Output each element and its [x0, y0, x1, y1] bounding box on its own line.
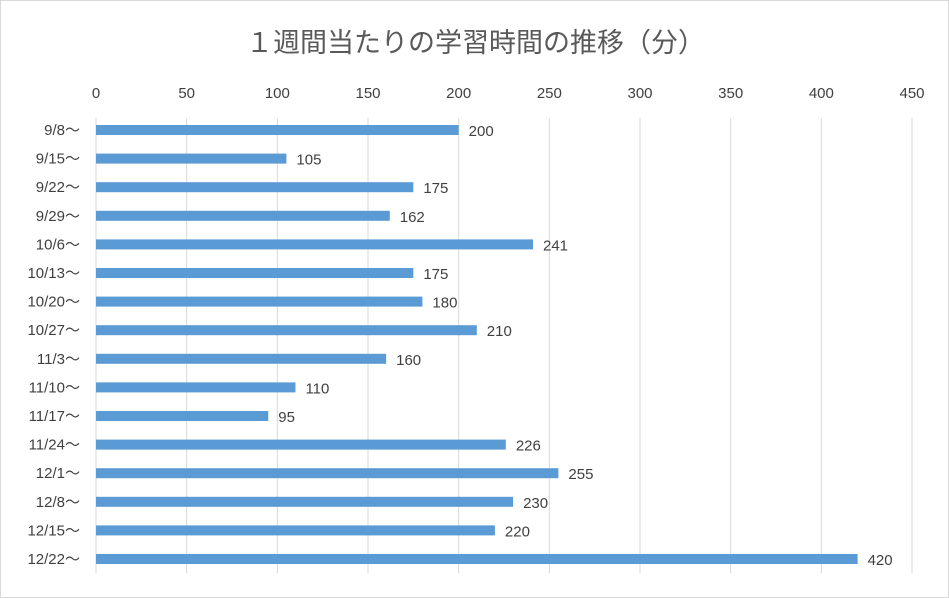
y-tick-label: 12/15～: [27, 522, 80, 539]
bar: [96, 496, 514, 507]
bar: [96, 296, 423, 307]
bar: [96, 239, 534, 250]
data-label: 230: [523, 495, 548, 512]
data-label: 180: [432, 295, 457, 312]
data-label: 226: [516, 438, 541, 455]
y-tick-label: 9/22～: [36, 179, 80, 196]
x-tick-label: 450: [899, 85, 924, 102]
bar: [96, 125, 459, 135]
data-label: 241: [543, 237, 568, 254]
y-tick-label: 10/20～: [27, 294, 80, 311]
bar: [96, 382, 296, 393]
x-tick-label: 100: [265, 85, 290, 102]
y-tick-label: 12/8～: [36, 494, 80, 511]
data-label: 110: [305, 380, 329, 397]
y-tick-label: 9/8～: [44, 122, 80, 139]
data-label: 210: [487, 323, 512, 340]
bar: [96, 525, 495, 536]
data-label: 255: [568, 466, 593, 483]
x-tick-label: 400: [809, 85, 834, 102]
chart-title: １週間当たりの学習時間の推移（分）: [246, 28, 705, 59]
bar: [96, 210, 390, 221]
bar: [96, 353, 387, 364]
bar: [96, 182, 414, 193]
x-tick-label: 150: [355, 85, 380, 102]
x-tick-label: 250: [537, 85, 562, 102]
x-tick-label: 300: [627, 85, 652, 102]
data-label: 105: [296, 152, 321, 169]
data-label: 175: [423, 266, 448, 283]
data-label: 175: [423, 180, 448, 197]
y-tick-label: 9/15～: [36, 151, 80, 168]
x-tick-label: 0: [92, 85, 100, 102]
bar: [96, 411, 269, 421]
data-label: 420: [868, 552, 893, 569]
y-tick-label: 10/13～: [27, 265, 80, 282]
bar: [96, 468, 559, 479]
y-tick-label: 11/17～: [29, 408, 80, 425]
bar: [96, 153, 287, 164]
data-label: 160: [396, 352, 421, 369]
x-tick-label: 200: [446, 85, 471, 102]
bar: [96, 554, 858, 564]
y-tick-label: 9/29～: [36, 208, 80, 225]
y-tick-label: 10/6～: [36, 236, 80, 253]
y-tick-label: 11/10～: [29, 379, 80, 396]
data-label: 95: [278, 409, 295, 426]
x-tick-label: 350: [718, 85, 743, 102]
data-label: 220: [505, 523, 530, 540]
bar: [96, 268, 414, 278]
y-tick-label: 11/24～: [29, 437, 80, 454]
data-label: 162: [400, 209, 425, 226]
bar: [96, 439, 506, 450]
data-label: 200: [469, 123, 494, 140]
y-tick-label: 11/3～: [37, 351, 80, 368]
y-tick-label: 12/1～: [36, 465, 80, 482]
y-tick-label: 12/22～: [27, 551, 80, 568]
bar: [96, 325, 477, 336]
x-tick-label: 50: [178, 85, 195, 102]
y-tick-label: 10/27～: [27, 322, 80, 339]
